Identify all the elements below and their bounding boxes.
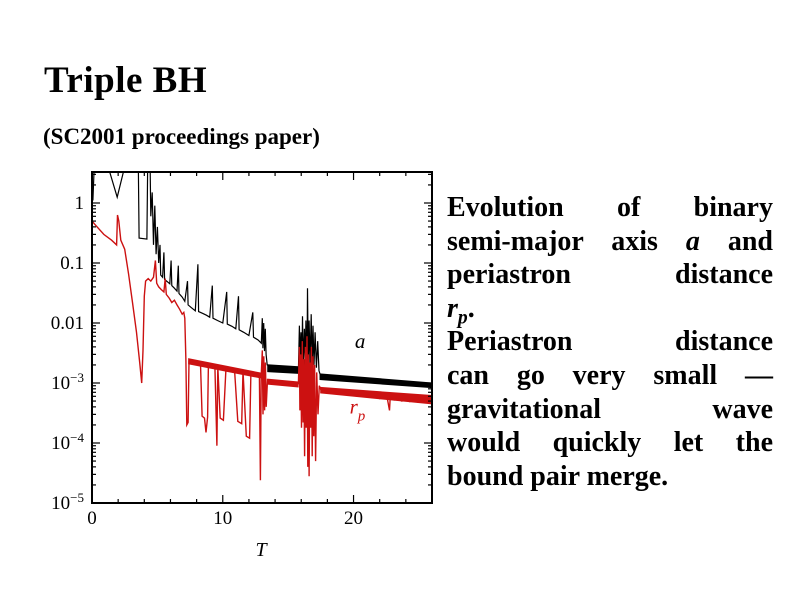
y-tick-label: 1 [75, 193, 85, 214]
axis-ticks [91, 172, 433, 504]
x-axis-label: T [255, 539, 268, 561]
series-line-a [91, 171, 433, 388]
description-line: gravitational wave [447, 393, 773, 425]
y-tick-label: 10−4 [51, 430, 84, 454]
slide-subtitle: (SC2001 proceedings paper) [43, 124, 320, 149]
description-line: periastron distance [447, 259, 773, 291]
x-tick-label: 0 [87, 508, 97, 529]
x-tick-label: 10 [213, 508, 232, 529]
slide-title: Triple BH [44, 60, 208, 101]
y-tick-label: 10−3 [51, 370, 84, 394]
series-band-r_p [188, 358, 432, 405]
curve-label-a: a [355, 329, 366, 353]
description-line: bound pair merge. [447, 460, 669, 492]
description-line: can go very small — [447, 359, 773, 391]
plot-frame [91, 171, 433, 504]
x-tick-label: 20 [344, 508, 363, 529]
y-tick-label: 0.1 [60, 253, 84, 274]
axis-tick-labels: 0 10 20 1 0.1 0.01 10−3 10−4 10−5 [51, 193, 363, 529]
description-line: Periastron distance [447, 326, 773, 358]
series-line-r_p [91, 214, 433, 481]
description-line: would quickly let the [447, 427, 773, 459]
description-line: semi-major axis a and [447, 225, 773, 257]
description-line: rp. [447, 292, 475, 329]
description-text: Evolution of binary semi-major axis a and… [447, 191, 773, 493]
curve-label-rp: rp [350, 395, 366, 425]
y-tick-label: 0.01 [51, 313, 84, 334]
y-tick-label: 10−5 [51, 490, 84, 514]
series-band-a [267, 364, 432, 389]
description-line: Evolution of binary [447, 192, 773, 223]
